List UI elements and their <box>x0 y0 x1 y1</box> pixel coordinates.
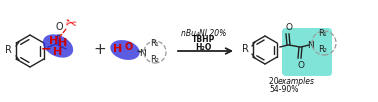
Ellipse shape <box>43 34 73 58</box>
Text: 1: 1 <box>322 33 326 38</box>
Text: 2: 2 <box>322 48 327 54</box>
Text: N: N <box>308 40 314 49</box>
Text: R: R <box>242 44 249 54</box>
Text: H: H <box>50 36 59 46</box>
Text: +: + <box>94 43 106 58</box>
Text: R: R <box>5 45 12 55</box>
FancyBboxPatch shape <box>282 28 332 76</box>
Text: 2: 2 <box>155 58 158 63</box>
Text: H: H <box>53 47 63 57</box>
Text: O: O <box>56 22 63 32</box>
Text: −: − <box>41 43 51 55</box>
Text: 1: 1 <box>155 43 158 48</box>
Text: R: R <box>318 29 324 38</box>
Text: 54-90%: 54-90% <box>269 85 298 94</box>
Text: TBHP: TBHP <box>192 35 215 44</box>
Text: R: R <box>150 54 156 64</box>
Text: examples: examples <box>278 77 315 86</box>
Text: O: O <box>297 61 304 70</box>
Text: R: R <box>318 45 324 54</box>
Text: 20: 20 <box>269 77 281 86</box>
Text: N: N <box>139 48 146 58</box>
Text: R: R <box>150 39 156 48</box>
Text: H₂O: H₂O <box>195 43 212 52</box>
Text: O: O <box>285 23 292 32</box>
Text: H: H <box>113 44 122 54</box>
Text: H: H <box>58 38 68 48</box>
Text: ✂: ✂ <box>63 16 77 32</box>
Text: nBu₄NI 20%: nBu₄NI 20% <box>181 28 226 38</box>
Text: O: O <box>125 42 133 52</box>
Ellipse shape <box>110 40 140 60</box>
